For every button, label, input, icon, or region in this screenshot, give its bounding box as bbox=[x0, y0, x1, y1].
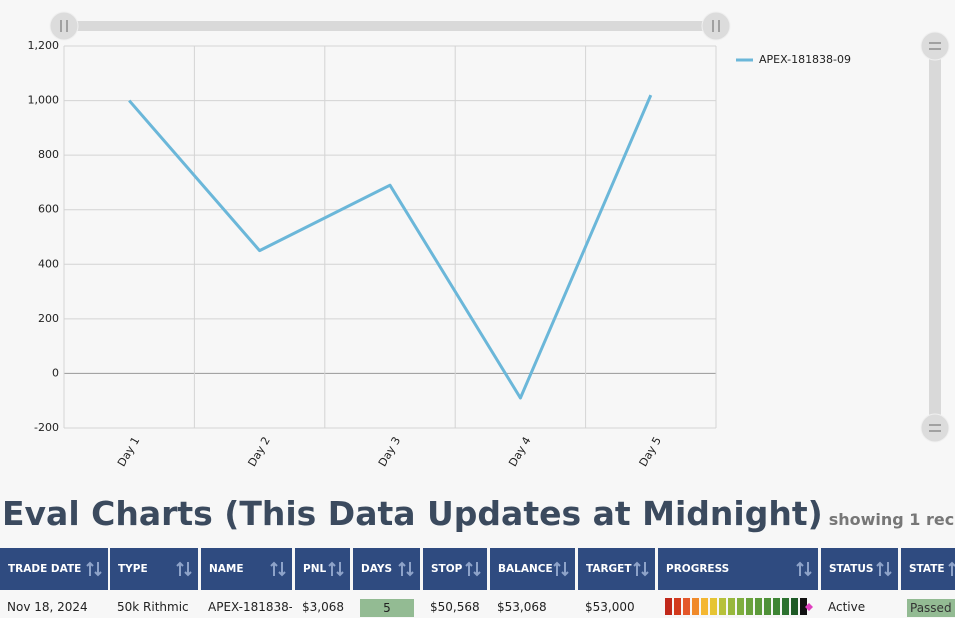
column-header[interactable]: STOP bbox=[423, 548, 487, 590]
table-cell: $3,068 bbox=[295, 590, 350, 618]
column-header[interactable]: STATE bbox=[901, 548, 955, 590]
sort-icon[interactable] bbox=[465, 560, 481, 578]
table-cell: Nov 18, 2024 bbox=[0, 590, 108, 618]
y-tick-label: 1,000 bbox=[28, 94, 60, 107]
sort-icon[interactable] bbox=[398, 560, 414, 578]
table-cell: Passed bbox=[901, 590, 955, 618]
sort-icon[interactable] bbox=[553, 560, 569, 578]
column-header[interactable]: PROGRESS bbox=[658, 548, 818, 590]
column-header[interactable]: TYPE bbox=[110, 548, 198, 590]
column-header[interactable]: TARGET bbox=[578, 548, 655, 590]
sort-icon[interactable] bbox=[948, 560, 955, 578]
heading-title: Eval Charts (This Data Updates at Midnig… bbox=[2, 494, 823, 533]
vertical-slider-handle[interactable] bbox=[920, 31, 950, 61]
heading: Eval Charts (This Data Updates at Midnig… bbox=[2, 494, 955, 533]
days-badge: 5 bbox=[360, 599, 414, 617]
plot-area: -200 0 200 400 600 800 1,000 1,200 Day 1 Day 2 Day… bbox=[28, 39, 852, 469]
column-header[interactable]: PNL bbox=[295, 548, 350, 590]
range-slider-track bbox=[64, 21, 716, 31]
y-tick-label: 200 bbox=[38, 312, 59, 325]
vertical-slider-track bbox=[929, 46, 941, 428]
table-cell: 5 bbox=[353, 590, 420, 618]
sort-icon[interactable] bbox=[633, 560, 649, 578]
vertical-slider-handle[interactable] bbox=[920, 413, 950, 443]
handle-grip bbox=[60, 20, 68, 32]
column-header[interactable]: BALANCE bbox=[490, 548, 575, 590]
state-badge: Passed bbox=[907, 599, 955, 617]
y-tick-label: 400 bbox=[38, 257, 59, 270]
table-cell: Active bbox=[821, 590, 898, 618]
sort-icon[interactable] bbox=[270, 560, 286, 578]
progress-segments bbox=[665, 598, 813, 615]
range-slider-handle[interactable] bbox=[701, 11, 731, 41]
handle-grip bbox=[712, 20, 720, 32]
x-tick-label: Day 2 bbox=[245, 435, 272, 469]
handle-grip bbox=[929, 424, 941, 432]
legend-label: APEX-181838-09 bbox=[759, 53, 851, 66]
sort-icon[interactable] bbox=[328, 560, 344, 578]
table-cell: 50k Rithmic bbox=[110, 590, 198, 618]
table-cell: $53,000 bbox=[578, 590, 655, 618]
range-slider-handle[interactable] bbox=[49, 11, 79, 41]
handle-grip bbox=[929, 42, 941, 50]
chart: -200 0 200 400 600 800 1,000 1,200 Day 1 Day 2 Day… bbox=[28, 11, 950, 469]
table-cell: APEX-181838- bbox=[201, 590, 292, 618]
sort-icon[interactable] bbox=[796, 560, 812, 578]
table-cell: $50,568 bbox=[423, 590, 487, 618]
sort-icon[interactable] bbox=[876, 560, 892, 578]
x-tick-label: Day 5 bbox=[637, 435, 664, 469]
sort-icon[interactable] bbox=[86, 560, 102, 578]
y-tick-label: 800 bbox=[38, 148, 59, 161]
line-series bbox=[128, 94, 653, 400]
table-cell: $53,068 bbox=[490, 590, 575, 618]
x-tick-label: Day 4 bbox=[506, 435, 533, 469]
column-header[interactable]: NAME bbox=[201, 548, 292, 590]
column-header[interactable]: TRADE DATE bbox=[0, 548, 108, 590]
sort-icon[interactable] bbox=[176, 560, 192, 578]
y-tick-label: 600 bbox=[38, 203, 59, 216]
column-header[interactable]: DAYS bbox=[353, 548, 420, 590]
x-tick-label: Day 1 bbox=[115, 435, 142, 469]
progress-bar bbox=[658, 590, 818, 618]
column-header[interactable]: STATUS bbox=[821, 548, 898, 590]
y-tick-label: 0 bbox=[52, 366, 59, 379]
x-tick-label: Day 3 bbox=[376, 435, 403, 469]
y-tick-label: -200 bbox=[34, 421, 59, 434]
y-tick-label: 1,200 bbox=[28, 39, 60, 52]
heading-subtitle: showing 1 record bbox=[828, 510, 955, 529]
